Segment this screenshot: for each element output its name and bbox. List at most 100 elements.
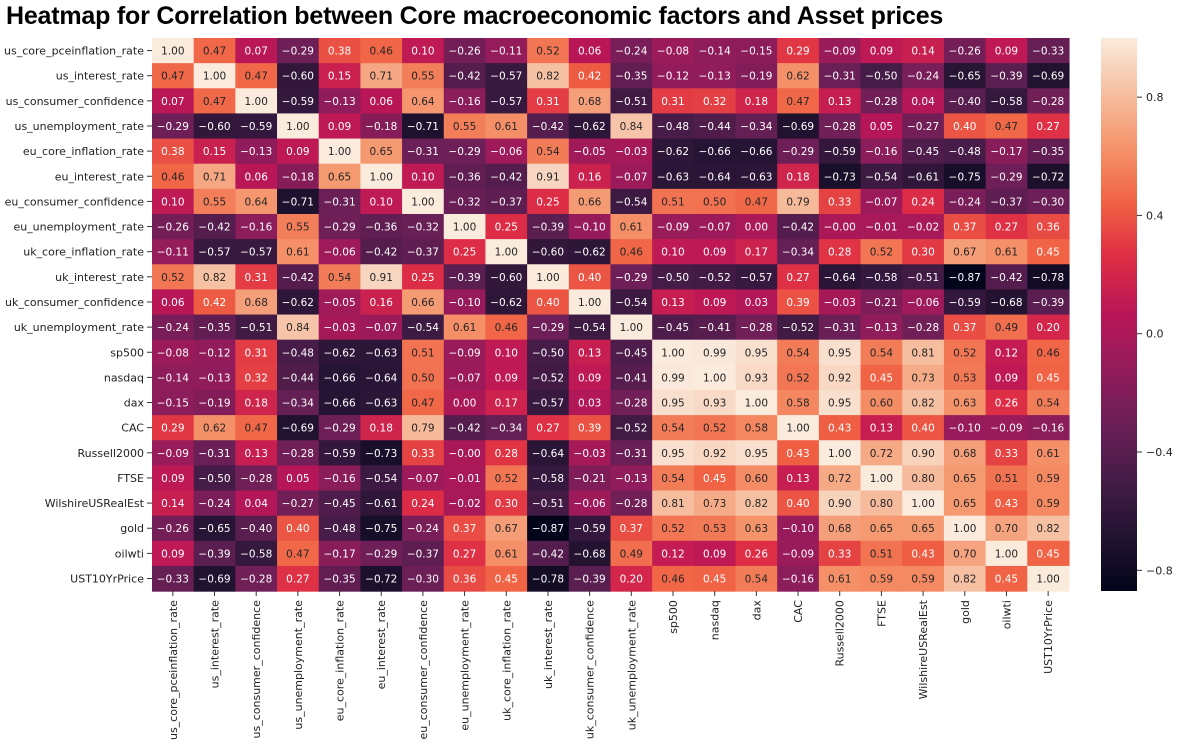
heatmap-cell (235, 138, 278, 165)
heatmap-cell (610, 88, 653, 115)
cell-value-label: −0.42 (365, 247, 397, 259)
cell-value-label: −0.06 (490, 146, 522, 158)
heatmap-cell (277, 138, 320, 165)
cell-value-label: 0.68 (953, 448, 976, 460)
cell-value-label: 1.00 (911, 498, 934, 510)
cell-value-label: −0.42 (490, 171, 522, 183)
heatmap-cell (735, 515, 778, 542)
heatmap-cell (402, 314, 445, 341)
cell-value-label: −0.16 (782, 574, 814, 586)
heatmap-cell (568, 88, 612, 115)
row-tick-labels: us_core_pceinflation_rate us_interest_rat… (4, 45, 152, 586)
cell-value-label: 0.33 (828, 196, 851, 208)
heatmap-cell (193, 465, 236, 492)
cell-value-label: −0.54 (615, 196, 647, 208)
heatmap-cell (777, 465, 820, 492)
heatmap-cell (902, 389, 945, 416)
heatmap-cell (193, 138, 236, 165)
cell-value-label: −0.31 (198, 448, 230, 460)
heatmap-cell (527, 264, 570, 290)
cell-value-label: 0.80 (870, 498, 893, 510)
cell-value-label: 0.82 (953, 574, 976, 586)
heatmap-cell (568, 264, 612, 290)
cell-value-label: −0.13 (615, 473, 647, 485)
cell-value-label: 0.18 (745, 96, 768, 108)
heatmap-cell (943, 389, 987, 416)
row-tick-label: eu_consumer_confidence (5, 195, 145, 208)
heatmap-cell (193, 515, 236, 542)
cell-value-label: 0.95 (745, 448, 768, 460)
heatmap-cell (777, 188, 820, 215)
cell-value-label: 0.43 (828, 423, 851, 435)
heatmap-cell (485, 314, 528, 341)
cell-value-label: 0.00 (453, 398, 476, 410)
row-tick-label: us_consumer_confidence (6, 95, 145, 108)
column-tick-label: WilshireUSRealEst (917, 599, 930, 699)
heatmap-cell (818, 389, 862, 416)
heatmap-cell (235, 289, 278, 316)
column-tick-label: nasdaq (709, 600, 722, 640)
cell-value-label: 1.00 (495, 247, 518, 259)
heatmap-cell (318, 138, 361, 165)
heatmap-cell (777, 163, 820, 190)
heatmap-cell (735, 389, 778, 416)
cell-value-label: −0.26 (949, 46, 981, 58)
heatmap-cell (568, 364, 612, 391)
heatmap-cell (652, 63, 695, 89)
cell-value-label: 0.20 (1036, 322, 1059, 334)
heatmap-cell (943, 339, 987, 366)
cell-value-label: 0.40 (911, 423, 934, 435)
heatmap-cell (527, 364, 570, 391)
cell-value-label: −0.61 (907, 171, 939, 183)
heatmap-cell (735, 38, 778, 64)
cell-value-label: 0.10 (411, 171, 434, 183)
cell-value-label: 0.31 (536, 96, 559, 108)
heatmap-cell (735, 239, 778, 265)
cell-value-label: −0.60 (282, 71, 314, 83)
heatmap-cell (693, 465, 737, 492)
cell-value-label: −0.48 (282, 347, 314, 359)
cell-value-label: 0.68 (828, 523, 851, 535)
cell-value-label: 0.47 (203, 46, 226, 58)
cell-value-label: −0.42 (990, 272, 1022, 284)
cell-value-label: −0.75 (949, 171, 981, 183)
heatmap-cell (318, 389, 361, 416)
heatmap-cell (568, 440, 612, 466)
heatmap-cell (818, 63, 862, 89)
cell-value-label: −0.15 (157, 398, 189, 410)
heatmap-cell (818, 138, 862, 165)
cell-value-label: 0.58 (745, 423, 768, 435)
heatmap-cell (818, 163, 862, 190)
heatmap-cell (152, 364, 195, 391)
heatmap-cell (860, 264, 903, 290)
heatmap-cell (777, 565, 820, 592)
cell-value-label: −0.26 (157, 523, 189, 535)
heatmap-cell (443, 314, 487, 341)
cell-value-label: −0.31 (407, 146, 439, 158)
heatmap-cell (568, 465, 612, 492)
row-tick-label: dax (124, 397, 145, 410)
cell-value-label: −0.09 (157, 448, 189, 460)
cell-value-label: −0.52 (615, 423, 647, 435)
cell-value-label: −0.48 (657, 121, 689, 133)
cell-value-label: 0.13 (828, 96, 851, 108)
heatmap-cell (1027, 188, 1070, 215)
cell-value-label: −0.17 (323, 548, 355, 560)
cell-value-label: −0.63 (740, 171, 772, 183)
cell-value-label: 0.54 (536, 146, 560, 158)
cell-value-label: −0.42 (449, 423, 481, 435)
cell-value-label: −0.37 (990, 196, 1022, 208)
cell-value-label: −0.62 (323, 347, 355, 359)
cell-value-label: −0.15 (740, 46, 772, 58)
heatmap-cell (693, 213, 737, 240)
cell-value-label: −0.05 (574, 146, 606, 158)
heatmap-cell (360, 88, 403, 115)
cell-value-label: −0.37 (490, 196, 522, 208)
heatmap-cell (443, 540, 487, 567)
heatmap-cell (318, 415, 361, 441)
heatmap-cell (860, 38, 903, 64)
heatmap-cell (735, 113, 778, 140)
cell-value-label: 0.71 (203, 171, 226, 183)
cell-value-label: 0.68 (245, 297, 268, 309)
heatmap-cell (568, 213, 612, 240)
